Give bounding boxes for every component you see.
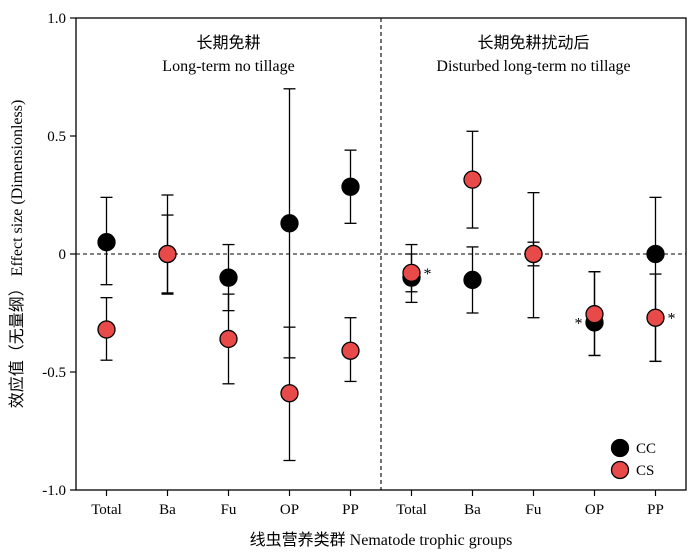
legend-label-cs: CS [636, 463, 654, 479]
data-point-cc [341, 177, 360, 196]
legend-marker-cs [610, 460, 630, 480]
data-point-cs [463, 170, 482, 189]
y-tick-label: -0.5 [42, 365, 66, 381]
data-point-cc [463, 270, 482, 290]
x-tick-label: Total [91, 502, 122, 518]
x-tick-label: OP [585, 502, 604, 518]
data-point-cc [280, 214, 299, 233]
significance-markers: * * * [424, 266, 676, 333]
x-tick-label: OP [280, 502, 299, 518]
data-point-cs [219, 329, 238, 349]
panel-title-en: Long-term no tillage [162, 58, 294, 75]
y-axis-title: 效应值（无量纲） Effect size (Dimensionless) [7, 100, 26, 409]
panel-title-cn: 长期免耕扰动后 [477, 34, 589, 52]
legend-label-cc: CC [636, 441, 656, 457]
x-tick-label: Ba [159, 502, 176, 518]
data-series [97, 88, 665, 462]
data-point-cs [97, 320, 116, 339]
data-point-cs [524, 244, 543, 264]
data-point-cs [280, 384, 299, 403]
axes: 1.0 0.5 0 -0.5 -1.0 Total Ba Fu OP PP Total Ba Fu OP P… [42, 11, 664, 518]
significance-star: * [668, 311, 676, 328]
x-tick-label: Fu [221, 502, 237, 518]
y-tick-label: 0.5 [47, 129, 66, 145]
x-tick-label: Total [396, 502, 427, 518]
data-point-cs [646, 308, 665, 327]
y-tick-label: -1.0 [42, 483, 66, 499]
x-tick-label: PP [342, 502, 359, 518]
panel-title-cn: 长期免耕 [196, 34, 260, 52]
x-tick-label: Ba [464, 502, 481, 518]
x-axis-title: 线虫营养类群 Nematode trophic groups [250, 531, 513, 549]
significance-star: * [575, 315, 583, 332]
data-point-cc [97, 233, 116, 252]
legend-marker-cc [610, 438, 630, 458]
legend: CC CS [610, 438, 656, 480]
data-point-cs [585, 305, 604, 324]
data-point-cc [219, 268, 238, 287]
x-tick-label: PP [647, 502, 664, 518]
x-tick-label: Fu [526, 502, 542, 518]
panel-titles: 长期免耕 Long-term no tillage 长期免耕扰动后 Disturbed… [162, 34, 630, 75]
data-point-cc [646, 244, 665, 264]
significance-star: * [424, 266, 432, 283]
data-point-cs [341, 341, 360, 360]
data-point-cs [402, 263, 421, 283]
axis-titles: 线虫营养类群 Nematode trophic groups 效应值（无量纲） E… [7, 100, 512, 549]
y-tick-label: 1.0 [47, 11, 66, 27]
y-tick-label: 0 [59, 247, 67, 263]
series-points-cs [97, 170, 665, 403]
data-point-cs [158, 244, 177, 264]
panel-title-en: Disturbed long-term no tillage [436, 58, 630, 75]
